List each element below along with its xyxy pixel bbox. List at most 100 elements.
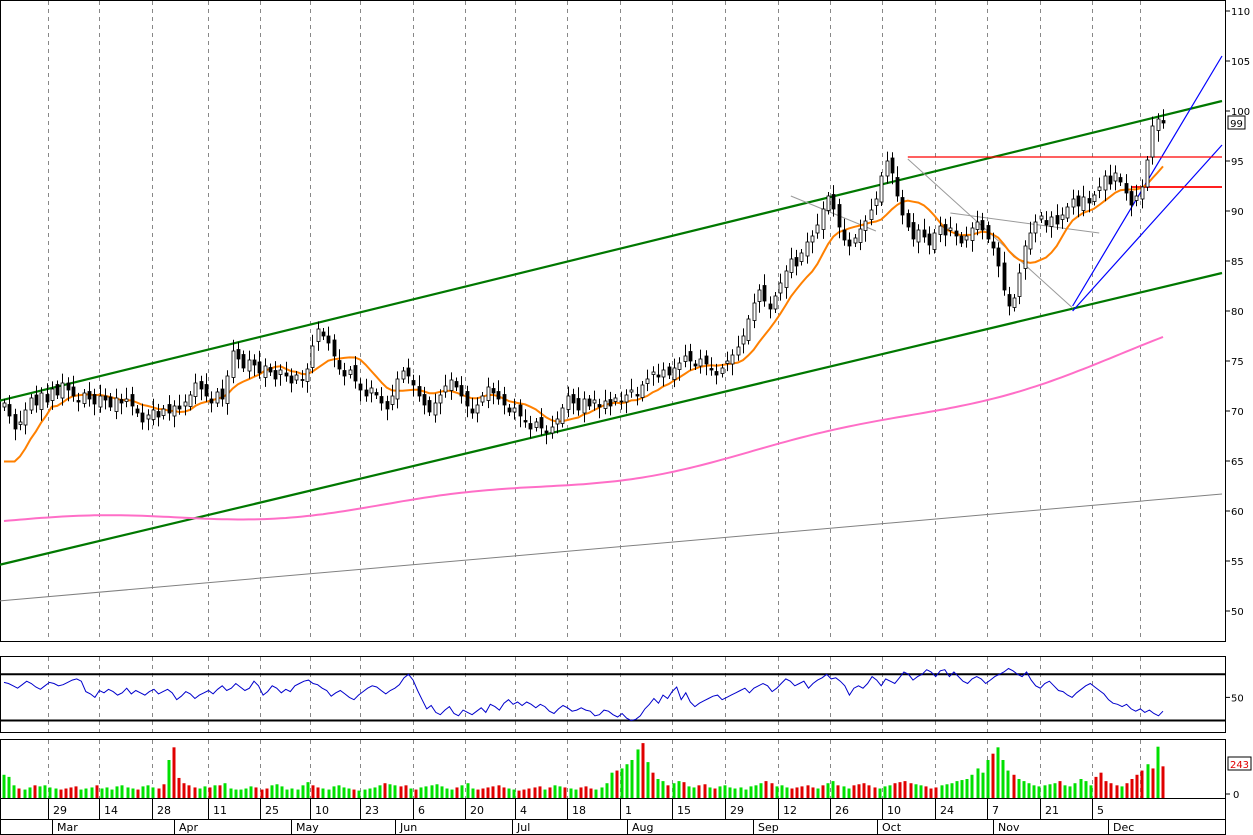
- candle: [1118, 173, 1123, 186]
- candle: [752, 293, 757, 329]
- volume-bar: [574, 789, 578, 798]
- candle: [369, 380, 374, 403]
- candle: [810, 230, 815, 254]
- candle: [353, 356, 358, 389]
- day-label: 5: [1097, 804, 1104, 817]
- candle: [209, 391, 214, 413]
- candle: [268, 363, 273, 376]
- candle-body: [151, 409, 156, 420]
- volume-bar: [296, 789, 300, 798]
- candle-body: [321, 331, 326, 337]
- volume-bar: [74, 786, 78, 798]
- short-moving-average: [4, 165, 1164, 463]
- volume-bar: [970, 774, 974, 798]
- candle: [475, 397, 480, 423]
- candle-body: [704, 355, 709, 365]
- candlesticks: [2, 109, 1166, 445]
- candle-body: [874, 198, 879, 206]
- candle: [906, 209, 911, 231]
- day-label: 23: [365, 804, 379, 817]
- candle-body: [263, 365, 268, 378]
- volume-bar: [275, 784, 279, 798]
- candle: [55, 380, 60, 399]
- candle: [1087, 190, 1092, 213]
- volume-bar: [203, 786, 207, 798]
- volume-bar: [1006, 770, 1010, 798]
- candle: [183, 394, 188, 416]
- candle-body: [161, 408, 166, 416]
- candle-body: [310, 345, 315, 368]
- candle-body: [146, 414, 151, 420]
- day-label: 29: [730, 804, 744, 817]
- candle-body: [683, 355, 688, 362]
- candle: [539, 408, 544, 436]
- candle-body: [895, 177, 900, 197]
- pattern-line: [950, 212, 1100, 234]
- candle: [326, 326, 331, 351]
- price-tick-label: 105: [1231, 57, 1250, 68]
- volume-bar: [110, 789, 114, 798]
- volume-bar: [677, 781, 681, 798]
- candle-body: [667, 366, 672, 376]
- candle: [140, 403, 145, 430]
- day-label: 15: [677, 804, 691, 817]
- candle-body: [1023, 245, 1028, 269]
- volume-bar: [898, 782, 902, 798]
- candle-body: [911, 222, 916, 240]
- candle: [1039, 212, 1044, 223]
- candle: [842, 218, 847, 246]
- candle-body: [523, 420, 528, 423]
- volume-bar: [723, 785, 727, 798]
- candle-body: [443, 385, 448, 393]
- candle-body: [837, 204, 842, 228]
- volume-bar: [718, 786, 722, 798]
- month-label: Dec: [1113, 821, 1134, 834]
- volume-bar: [996, 747, 1000, 798]
- volume-bar: [59, 789, 63, 798]
- candle: [257, 350, 262, 379]
- candle: [1055, 204, 1060, 230]
- candle: [975, 210, 980, 236]
- volume-bar: [1058, 781, 1062, 798]
- candle: [959, 232, 964, 247]
- candle: [613, 394, 618, 406]
- volume-bar: [95, 785, 99, 798]
- volume-bar: [1032, 785, 1036, 798]
- candle-body: [980, 220, 985, 231]
- candle-body: [847, 239, 852, 247]
- volume-bar: [198, 788, 202, 798]
- candle: [709, 357, 714, 376]
- candle: [916, 224, 921, 254]
- candle-body: [725, 360, 730, 364]
- candle: [932, 229, 937, 254]
- candle-body: [34, 394, 39, 406]
- candle-body: [1124, 183, 1129, 194]
- candle: [1092, 191, 1097, 206]
- volume-bar: [1120, 786, 1124, 798]
- volume-bar: [450, 789, 454, 798]
- volume-bar: [115, 786, 119, 798]
- volume-bar: [162, 784, 166, 798]
- candle: [534, 418, 539, 432]
- volume-bar: [352, 789, 356, 798]
- volume-bar: [141, 786, 145, 798]
- day-label: 10: [887, 804, 901, 817]
- candle: [714, 363, 719, 385]
- volume-bar: [131, 788, 135, 798]
- candle: [1012, 294, 1017, 312]
- candle-body: [900, 197, 905, 216]
- volume-bar: [1073, 783, 1077, 798]
- candle: [231, 339, 236, 384]
- volume-bar: [342, 787, 346, 798]
- candle-body: [879, 175, 884, 203]
- oscillator: [0, 667, 1226, 722]
- candle: [518, 399, 523, 428]
- candle: [1140, 179, 1145, 209]
- volume-bar: [414, 789, 418, 798]
- candle: [799, 249, 804, 266]
- candle-body: [1140, 186, 1145, 200]
- candle: [1150, 116, 1155, 165]
- candle-body: [885, 160, 890, 177]
- candle: [406, 358, 411, 384]
- candle-body: [332, 339, 337, 357]
